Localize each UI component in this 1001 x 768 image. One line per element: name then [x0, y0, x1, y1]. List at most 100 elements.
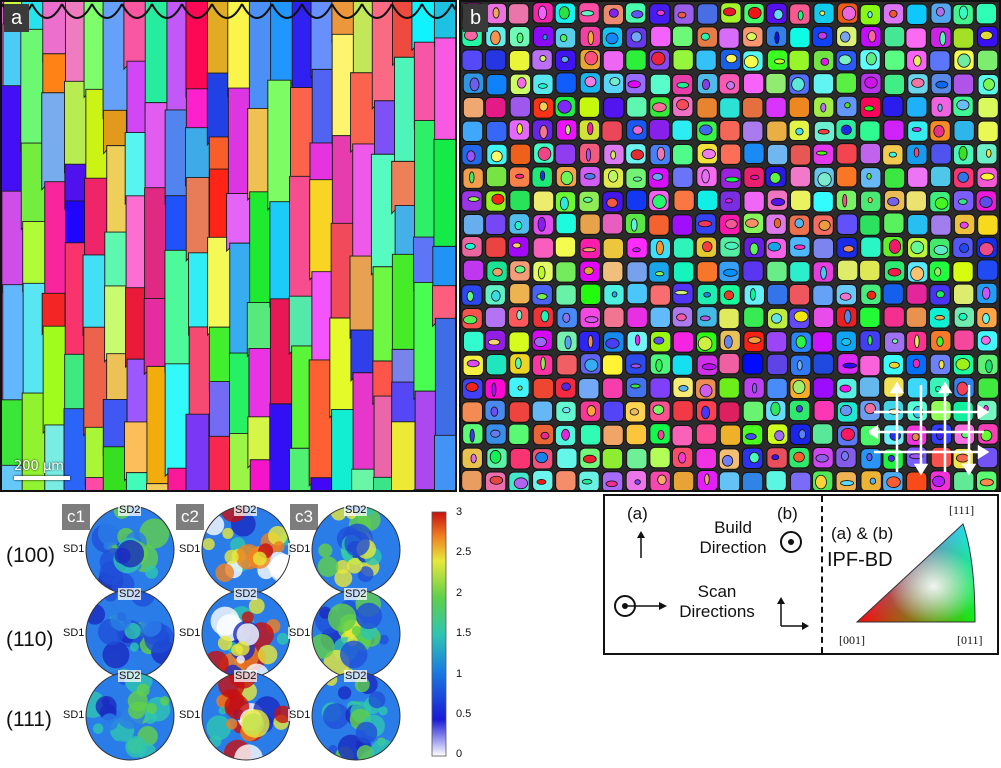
grain [602, 400, 625, 422]
grain [790, 189, 812, 211]
grain [836, 143, 858, 165]
grain [789, 26, 811, 49]
grain [555, 284, 577, 306]
grain [952, 73, 975, 95]
grain [929, 165, 952, 188]
grain [859, 120, 881, 142]
grain [742, 72, 765, 95]
column-label-c1: c1 [62, 504, 90, 530]
grain [742, 97, 764, 119]
grain [789, 144, 812, 166]
grain [626, 96, 648, 118]
grain [601, 354, 624, 376]
row-label-111: (111) [6, 708, 52, 731]
grain [509, 143, 532, 165]
grain [859, 354, 881, 377]
grain [484, 213, 507, 235]
grain [835, 72, 857, 94]
grain [672, 331, 695, 353]
pole-figure [202, 672, 290, 760]
axis-label-sd2: SD2 [118, 588, 142, 600]
grain [462, 214, 485, 236]
grain [953, 120, 975, 142]
grain [484, 49, 507, 71]
colorbar-tick: 1 [456, 668, 463, 680]
grain [625, 189, 648, 211]
grain [164, 109, 189, 206]
pole-figure [312, 506, 400, 594]
grain [695, 49, 717, 71]
colorbar [431, 511, 447, 757]
grain [206, 72, 232, 147]
grain [836, 213, 858, 235]
scan-directions-line1: Scan [697, 582, 737, 601]
grain [555, 212, 577, 235]
grain [671, 25, 694, 48]
grain [718, 471, 741, 490]
grain [976, 259, 999, 281]
grain [626, 447, 648, 470]
grain [601, 213, 624, 235]
grain [837, 259, 859, 281]
axis-label-sd2: SD2 [344, 504, 368, 516]
grain [164, 249, 191, 373]
grain [859, 306, 881, 328]
grain-map-a [2, 2, 455, 490]
grain [765, 96, 787, 119]
grain [952, 261, 974, 283]
grain [671, 425, 693, 447]
grain [812, 237, 835, 260]
grain [310, 477, 338, 490]
grain [882, 283, 904, 305]
grain [883, 119, 905, 141]
grain [812, 284, 834, 307]
grain [578, 96, 601, 118]
grain [977, 377, 999, 399]
grain [977, 214, 999, 236]
scan-direction-a-icon [614, 595, 667, 617]
grain [649, 73, 672, 96]
grain [462, 330, 485, 353]
grain [434, 434, 455, 490]
ipf-corner-111: [111] [949, 503, 975, 517]
grain [788, 96, 811, 118]
grain [434, 37, 455, 149]
grain [372, 476, 397, 490]
grain [859, 259, 881, 282]
grain [625, 423, 648, 446]
grain [977, 96, 999, 119]
grain [883, 306, 905, 328]
axis-label-sd1: SD1 [288, 709, 312, 721]
grain [578, 378, 600, 400]
grain [765, 72, 787, 95]
grain [433, 138, 455, 256]
axis-label-sd2: SD2 [344, 588, 368, 600]
axis-label-sd1: SD1 [288, 543, 312, 555]
pole-figure [86, 590, 174, 678]
ipf-label: IPF-BD [827, 549, 893, 571]
grain [742, 260, 764, 282]
grain [930, 143, 952, 165]
grain [953, 471, 975, 490]
build-direction-label: Build Direction [697, 518, 769, 558]
scale-bar-label: 200 μm [14, 459, 64, 474]
grain [207, 236, 231, 337]
grain [813, 400, 835, 422]
axis-label-sd1: SD1 [178, 709, 202, 721]
grain [649, 284, 671, 306]
grain [555, 261, 577, 283]
grain [743, 142, 765, 165]
grain [485, 165, 508, 188]
micrograph-panel-a: a 200 μm [0, 0, 457, 492]
grain [696, 97, 718, 119]
grain [812, 191, 834, 213]
grain [883, 212, 905, 234]
grain [671, 119, 693, 141]
grain [719, 97, 741, 119]
grain [626, 282, 648, 305]
grain [906, 471, 928, 490]
grain [882, 95, 904, 118]
grain [509, 189, 531, 212]
grain [21, 392, 49, 490]
grain [788, 284, 811, 306]
